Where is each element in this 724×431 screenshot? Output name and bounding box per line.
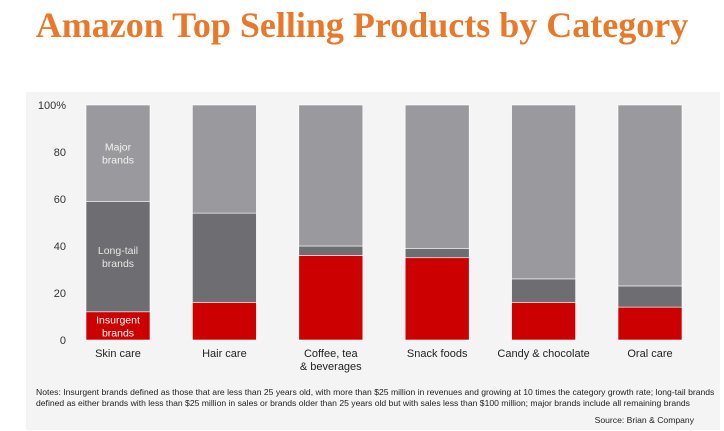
chart-title: Amazon Top Selling Products by Category [35,5,689,45]
category-label: Skin care [95,348,141,360]
y-tick-label: 0 [60,335,66,347]
y-tick-label: 80 [54,147,66,159]
y-tick-label: 100% [38,100,66,112]
bar-segment [192,302,257,341]
category-label: Candy & chocolate [497,348,589,360]
series-label: Long-tail brands [98,245,138,270]
chart-notes: Notes: Insurgent brands defined as those… [36,387,715,408]
bar-segment [617,306,683,341]
bar-segment [85,311,151,341]
bar-segment [404,104,470,249]
y-tick-label: 40 [54,241,66,253]
bar-segment [404,248,470,259]
bar-segment [85,201,151,313]
bar-segment [617,104,683,287]
chart-source: Source: Brian & Company [594,415,694,425]
series-label: Insurgent brands [96,314,140,339]
bar-segment [511,302,576,341]
series-label: Major brands [102,142,134,167]
bar-segment [511,104,576,280]
bar-segment [192,104,257,214]
bar-segment [85,104,151,202]
category-label: Coffee, tea & beverages [300,348,362,373]
bar-segment [298,104,364,247]
y-tick-label: 60 [54,194,66,206]
bar-segment [298,245,364,256]
bar-segment [511,278,576,303]
bar-segment [617,285,683,308]
bar-segment [192,212,257,303]
category-label: Hair care [202,348,247,360]
category-label: Oral care [627,348,672,360]
bar-segment [298,255,364,341]
y-tick-label: 20 [54,288,66,300]
category-label: Snack foods [407,348,468,360]
bar-segment [404,257,470,341]
